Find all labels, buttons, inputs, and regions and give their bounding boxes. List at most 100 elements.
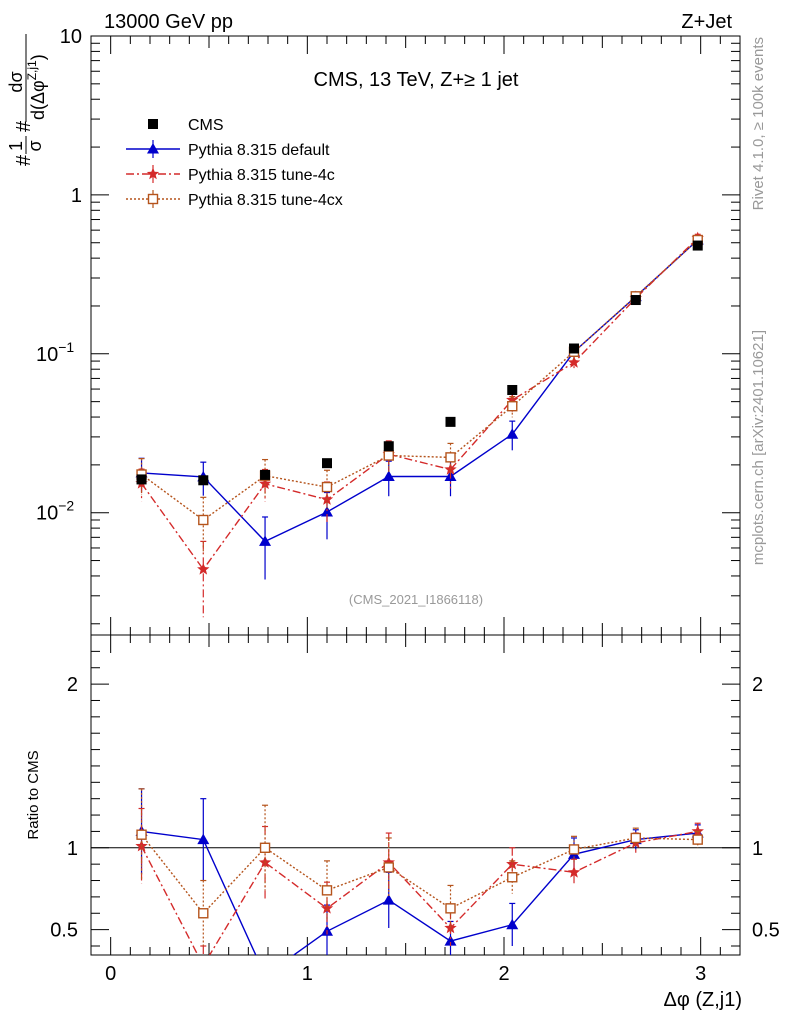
main-point-cms-9: [692, 240, 703, 251]
main-x-ticks: [110, 36, 741, 635]
ratio-point-tune4cx-1: [198, 908, 209, 919]
ratio-point-tune4cx-4: [383, 862, 394, 873]
main-ytick-label-3: 10: [60, 26, 82, 48]
main-point-default-3: [321, 506, 333, 517]
ratio-line-default: [141, 830, 698, 955]
ratio-xtick-label-0: 0: [105, 963, 116, 985]
ratio-point-default-4: [382, 894, 395, 905]
ratio-x-ticks: 0 1 2 3: [105, 635, 741, 985]
rivet-label: Rivet 4.1.0, ≥ 100k events: [750, 37, 767, 210]
ratio-xtick-label-3: 3: [695, 963, 706, 985]
main-series-cms: [136, 240, 703, 486]
main-point-tune4c-7: [567, 355, 581, 368]
ratio-y-ticks: 0.5 0.5 1 1 2 2: [50, 650, 780, 947]
legend-label-cms: CMS: [188, 117, 224, 134]
main-ytick-base-1: 10: [36, 344, 58, 366]
ratio-point-tune4cx-6: [507, 872, 518, 883]
legend-marker-tune4c: [146, 167, 160, 180]
ratio-point-tune4cx-8: [630, 832, 641, 844]
ratio-frame: [90, 634, 741, 956]
ylabel-denominator: d(ΔφZ,j1): [25, 54, 48, 120]
main-point-cms-4: [383, 441, 394, 452]
main-line-default: [141, 239, 699, 543]
ratio-xtick-label-1: 1: [302, 963, 313, 985]
main-point-tune4cx-4: [383, 450, 394, 461]
main-ytick-exp-0: −2: [58, 498, 74, 514]
ratio-point-tune4cx-0: [136, 829, 147, 840]
ratio-point-tune4c-3: [320, 901, 334, 914]
main-ytick-exp-1: −1: [58, 339, 74, 355]
ratio-ytick-label-left-0: 0.5: [50, 920, 78, 942]
ratio-point-default-6: [506, 918, 519, 930]
ratio-point-tune4c-1: [197, 959, 209, 971]
main-point-cms-0: [136, 474, 147, 485]
legend-label-default: Pythia 8.315 default: [188, 142, 330, 159]
main-point-tune4cx-6: [507, 401, 518, 412]
ratio-point-tune4cx-5: [445, 903, 456, 914]
legend-label-tune4c: Pythia 8.315 tune-4c: [188, 167, 335, 184]
main-point-tune4c-6: [506, 393, 519, 406]
main-point-cms-3: [322, 458, 332, 469]
main-point-cms-8: [630, 295, 641, 306]
ratio-y-label: Ratio to CMS: [25, 750, 42, 839]
ylabel-sigma: σ: [25, 140, 45, 151]
ratio-series-tune4c: [135, 807, 704, 971]
ratio-point-default-2: [259, 969, 271, 980]
legend-entry-default: Pythia 8.315 default: [126, 140, 330, 159]
ylabel-den-close: ): [28, 54, 48, 60]
legend-marker-cms: [148, 119, 158, 129]
ratio-panel: 0.5 0.5 1 1 2 2 0 1 2 3 Ratio to CMS Δφ (Z,j1): [25, 634, 780, 1011]
main-data-layer: [135, 231, 704, 618]
ratio-ytick-label-right-0: 0.5: [752, 920, 780, 942]
ratio-series-default: [135, 788, 704, 980]
ratio-point-tune4cx-3: [321, 885, 333, 896]
legend-entry-cms: CMS: [148, 117, 224, 134]
main-y-label: # 1 σ # dσ d(ΔφZ,j1): [6, 34, 48, 166]
header-right-label: Z+Jet: [681, 11, 732, 33]
ratio-line-tune4c: [140, 830, 698, 955]
ratio-data-layer: [135, 788, 704, 980]
main-point-cms-2: [260, 469, 271, 480]
ylabel-den-text: d(Δφ: [28, 80, 48, 120]
ylabel-hash-2: #: [13, 120, 35, 132]
main-point-tune4cx-3: [321, 481, 333, 493]
ratio-point-default-1: [197, 833, 210, 845]
ratio-point-tune4c-9: [691, 824, 704, 837]
legend-entry-tune4c: Pythia 8.315 tune-4c: [126, 165, 335, 184]
main-series-tune4c: [135, 231, 704, 618]
legend-label-tune4cx: Pythia 8.315 tune-4cx: [188, 192, 343, 209]
main-series-default: [135, 234, 704, 580]
ratio-xtick-label-2: 2: [498, 963, 509, 985]
ylabel-dsigma: dσ: [6, 71, 26, 92]
main-point-tune4cx-1: [198, 514, 209, 526]
ratio-ytick-label-right-2: 2: [752, 674, 763, 696]
ratio-point-tune4c-7: [567, 865, 581, 878]
legend-entry-tune4cx: Pythia 8.315 tune-4cx: [126, 190, 343, 209]
main-ytick-label-0: 10−2: [36, 498, 74, 525]
main-point-cms-6: [507, 384, 518, 395]
main-point-default-6: [506, 428, 519, 439]
main-point-cms-1: [198, 475, 209, 486]
ratio-ytick-label-right-1: 1: [752, 838, 763, 860]
mcplots-label: mcplots.cern.ch [arXiv:2401.10621]: [750, 330, 767, 565]
main-line-tune4cx: [141, 239, 699, 521]
main-title: CMS, 13 TeV, Z+≥ 1 jet: [314, 69, 519, 91]
ratio-point-tune4cx-9: [692, 834, 703, 845]
ylabel-den-sup: Z,j1: [25, 60, 39, 80]
main-point-tune4c-1: [197, 562, 210, 575]
main-line-tune4c: [140, 237, 699, 571]
ratio-point-tune4cx-7: [568, 844, 580, 855]
main-point-tune4cx-5: [445, 452, 456, 463]
main-point-default-2: [259, 535, 272, 546]
main-watermark: (CMS_2021_I1866118): [349, 592, 483, 607]
ratio-x-label: Δφ (Z,j1): [663, 989, 742, 1011]
main-ytick-label-2: 1: [71, 185, 82, 207]
legend: CMS Pythia 8.315 default Pythia 8.315 tune…: [126, 117, 343, 209]
ratio-ytick-label-left-2: 2: [67, 674, 78, 696]
main-point-default-4: [382, 470, 395, 482]
ratio-point-tune4c-4: [382, 856, 395, 868]
ratio-series-tune4cx: [136, 788, 703, 946]
